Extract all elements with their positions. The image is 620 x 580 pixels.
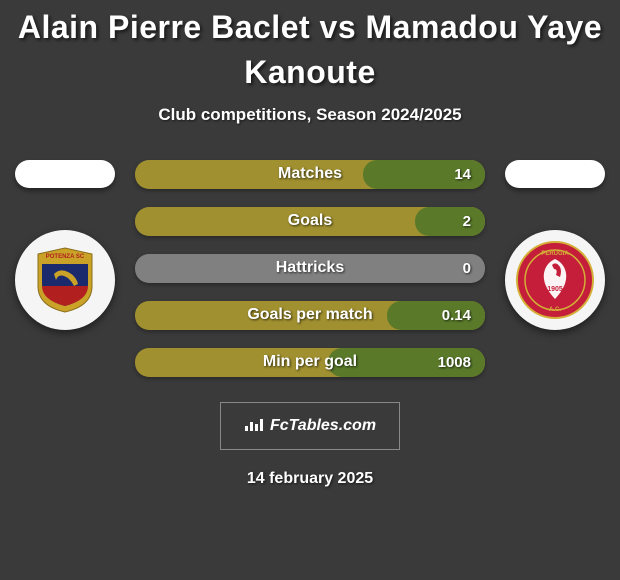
stat-value: 14 [454, 166, 471, 183]
stat-value: 2 [463, 213, 471, 230]
stat-label: Hattricks [276, 259, 344, 277]
right-column: PERUGIA A.C. 1905 [500, 160, 610, 330]
stat-value: 0 [463, 260, 471, 277]
right-crest-year: 1905 [547, 286, 563, 293]
chart-icon [244, 416, 264, 435]
stat-label: Goals [288, 212, 332, 230]
svg-text:A.C.: A.C. [549, 307, 561, 313]
footer-brand-text: FcTables.com [270, 417, 376, 435]
right-crest-name: PERUGIA [541, 251, 569, 257]
right-team-crest: PERUGIA A.C. 1905 [516, 241, 594, 319]
footer-brand-box[interactable]: FcTables.com [220, 402, 400, 450]
stat-bar: Min per goal 1008 [135, 348, 485, 377]
left-crest-text: POTENZA SC [46, 254, 85, 260]
stat-value: 0.14 [442, 307, 471, 324]
stat-bar: Matches 14 [135, 160, 485, 189]
left-team-badge: POTENZA SC [15, 230, 115, 330]
subtitle: Club competitions, Season 2024/2025 [158, 105, 461, 125]
left-column: POTENZA SC [10, 160, 120, 330]
date-text: 14 february 2025 [247, 470, 373, 488]
stat-label: Min per goal [263, 353, 357, 371]
page-title: Alain Pierre Baclet vs Mamadou Yaye Kano… [0, 5, 620, 95]
right-pill [505, 160, 605, 188]
page-container: Alain Pierre Baclet vs Mamadou Yaye Kano… [0, 0, 620, 580]
left-team-crest: POTENZA SC [36, 246, 94, 314]
main-row: POTENZA SC Matches 14 Goals 2 Hattricks 0 Goal… [0, 160, 620, 377]
stat-fill [415, 207, 485, 236]
stat-label: Matches [278, 165, 342, 183]
stat-bar: Hattricks 0 [135, 254, 485, 283]
stats-column: Matches 14 Goals 2 Hattricks 0 Goals per match… [135, 160, 485, 377]
stat-bar: Goals 2 [135, 207, 485, 236]
stat-label: Goals per match [247, 306, 372, 324]
right-team-badge: PERUGIA A.C. 1905 [505, 230, 605, 330]
stat-bar: Goals per match 0.14 [135, 301, 485, 330]
left-pill [15, 160, 115, 188]
stat-value: 1008 [438, 354, 471, 371]
